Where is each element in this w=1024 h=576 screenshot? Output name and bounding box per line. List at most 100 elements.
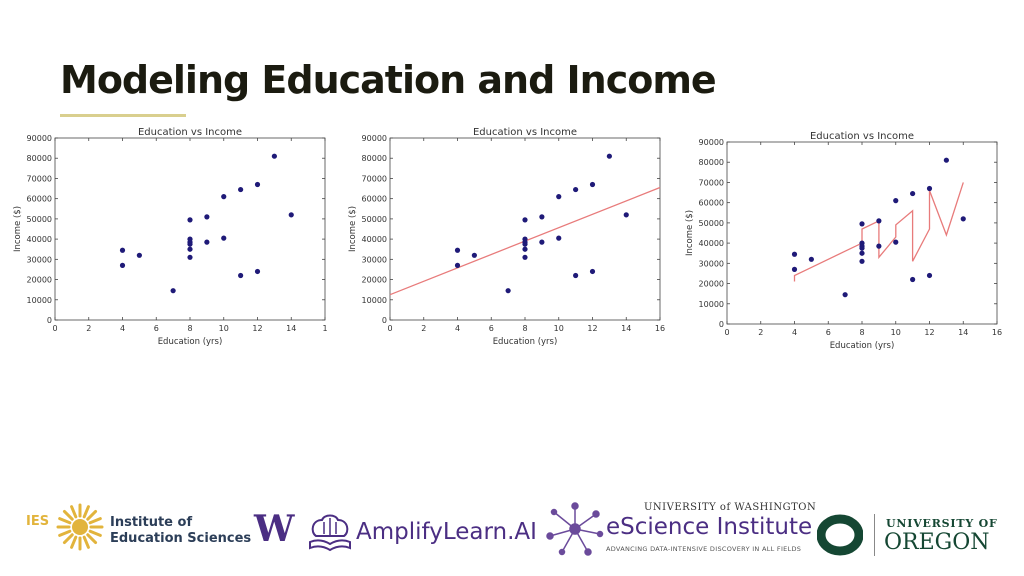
escience-tagline: ADVANCING DATA-INTENSIVE DISCOVERY IN AL… xyxy=(606,545,802,553)
y-tick-label: 90000 xyxy=(27,134,52,143)
y-tick-label: 70000 xyxy=(362,174,387,183)
data-point xyxy=(136,252,142,258)
data-point xyxy=(876,218,882,224)
data-point xyxy=(791,266,798,272)
y-tick-label: 50000 xyxy=(27,215,52,224)
x-tick-label: 16 xyxy=(655,324,665,333)
data-point xyxy=(522,241,528,247)
chart-education-vs-income-overfit: Education vs Income 0 2 4 6 8 10 12 14 16 0 10000 20… xyxy=(685,131,1002,351)
data-point xyxy=(271,153,277,159)
fit-line xyxy=(793,182,964,282)
y-tick-label: 80000 xyxy=(27,154,52,163)
y-tick-label: 50000 xyxy=(362,215,387,224)
data-point xyxy=(119,262,126,268)
data-point xyxy=(187,217,193,223)
uo-o-mark xyxy=(817,514,863,556)
x-tick-label: 0 xyxy=(52,324,57,333)
data-point xyxy=(254,181,261,188)
x-tick-label: 10 xyxy=(554,324,564,333)
data-point xyxy=(221,235,227,241)
y-axis-label: Income ($) xyxy=(685,210,695,256)
escience-wordmark: eScience Institute xyxy=(606,514,813,540)
y-tick-label: 30000 xyxy=(27,255,52,264)
y-tick-label: 0 xyxy=(719,320,724,329)
network-nodes-icon xyxy=(546,502,604,556)
y-tick-label: 0 xyxy=(382,316,387,325)
x-tick-label: 12 xyxy=(587,324,597,333)
x-tick-label: 0 xyxy=(724,328,729,337)
data-point xyxy=(170,288,176,294)
chart-title: Education vs Income xyxy=(138,127,242,138)
x-tick-label: 0 xyxy=(387,324,392,333)
x-tick-label: 14 xyxy=(958,328,968,337)
plot-frame xyxy=(54,137,326,321)
brain-book-icon xyxy=(309,514,351,552)
x-tick-label: 6 xyxy=(154,324,159,333)
data-point xyxy=(238,272,244,279)
data-point xyxy=(876,243,882,249)
data-point xyxy=(589,181,596,188)
data-point xyxy=(221,194,227,200)
y-tick-label: 0 xyxy=(47,316,52,325)
y-tick-label: 10000 xyxy=(699,300,724,309)
data-point xyxy=(926,272,933,279)
x-tick-label: 4 xyxy=(120,324,125,333)
data-point xyxy=(238,186,244,193)
x-tick-label: 12 xyxy=(924,328,934,337)
y-tick-label: 90000 xyxy=(699,138,724,147)
data-point xyxy=(859,221,865,227)
x-tick-label: 8 xyxy=(859,328,864,337)
y-tick-label: 60000 xyxy=(27,195,52,204)
data-point xyxy=(910,190,916,197)
x-tick-label: 6 xyxy=(826,328,831,337)
data-point xyxy=(573,272,579,279)
x-tick-label: 2 xyxy=(758,328,763,337)
uo-divider xyxy=(874,514,875,556)
uo-name-line2: OREGON xyxy=(884,530,990,555)
x-tick-label: 16 xyxy=(992,328,1002,337)
data-point xyxy=(254,268,261,275)
x-tick-label: 4 xyxy=(455,324,460,333)
uw-name: UNIVERSITY of WASHINGTON xyxy=(644,502,817,513)
data-point xyxy=(859,245,865,251)
data-point xyxy=(573,186,579,193)
ies-name-line2: Education Sciences xyxy=(110,531,252,546)
data-point xyxy=(859,250,865,256)
y-tick-label: 60000 xyxy=(699,199,724,208)
y-tick-label: 40000 xyxy=(362,235,387,244)
chart-education-vs-income-linear-fit: Education vs Income 0 2 4 6 8 10 12 14 16 0 10000 20… xyxy=(348,127,665,347)
y-tick-label: 80000 xyxy=(362,154,387,163)
x-tick-label: 2 xyxy=(421,324,426,333)
data-point xyxy=(926,185,933,192)
data-point xyxy=(842,292,848,298)
y-tick-label: 40000 xyxy=(27,235,52,244)
data-point xyxy=(893,239,899,245)
y-tick-label: 80000 xyxy=(699,158,724,167)
y-tick-label: 50000 xyxy=(699,219,724,228)
data-point xyxy=(204,214,210,220)
data-point xyxy=(187,241,193,247)
data-point xyxy=(471,252,477,258)
x-tick-label: 2 xyxy=(86,324,91,333)
sunburst-icon xyxy=(56,503,104,551)
data-point xyxy=(119,247,126,253)
data-point xyxy=(808,256,814,262)
data-point xyxy=(791,251,798,257)
y-tick-label: 60000 xyxy=(362,195,387,204)
x-axis-label: Education (yrs) xyxy=(493,337,558,347)
x-tick-label: 8 xyxy=(187,324,192,333)
ies-name-line1: Institute of xyxy=(110,515,193,530)
data-point xyxy=(454,247,461,253)
x-tick-label: 4 xyxy=(792,328,797,337)
data-point xyxy=(539,239,545,245)
data-point xyxy=(522,217,528,223)
plot-frame xyxy=(389,137,661,321)
x-tick-label: 10 xyxy=(891,328,901,337)
y-tick-label: 90000 xyxy=(362,134,387,143)
title-underline xyxy=(60,114,186,117)
slide-title: Modeling Education and Income xyxy=(60,58,717,102)
data-point xyxy=(623,212,629,218)
uo-name-line1: UNIVERSITY OF xyxy=(886,517,998,530)
y-axis-label: Income ($) xyxy=(13,206,23,252)
